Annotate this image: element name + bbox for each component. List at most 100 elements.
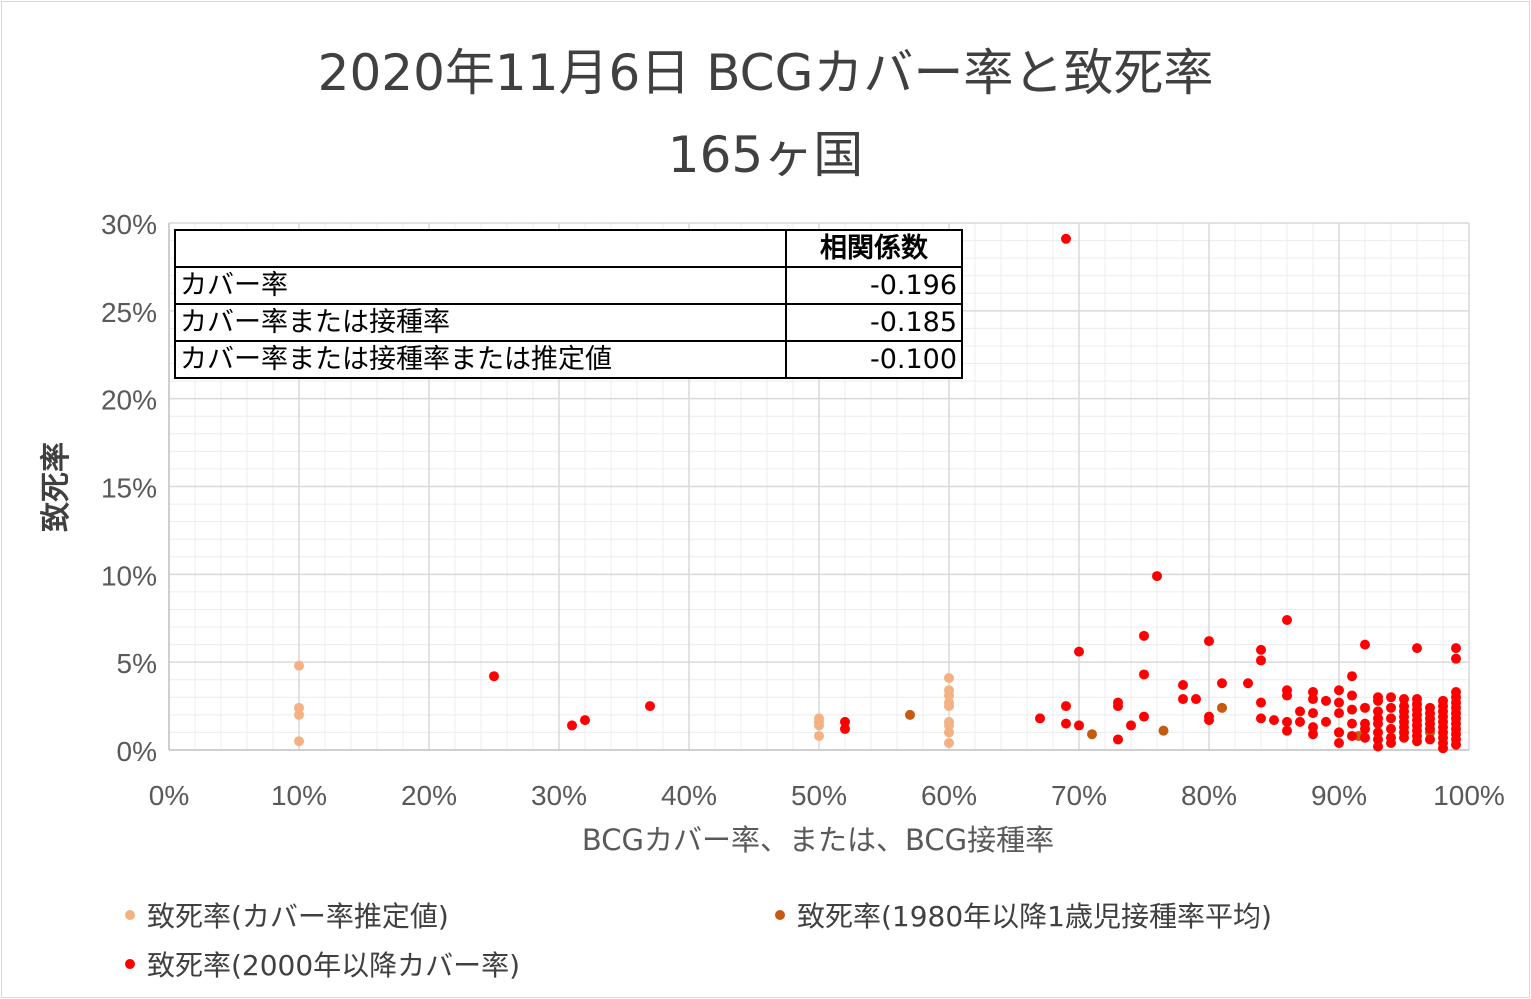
y-axis-title: 致死率 — [39, 442, 74, 532]
data-point-since2000 — [1269, 715, 1279, 726]
y-tick-label: 10% — [101, 560, 157, 591]
data-point-since2000 — [1204, 636, 1214, 647]
data-point-since2000 — [1347, 671, 1357, 682]
data-point-since2000 — [1373, 734, 1383, 745]
x-tick-label: 80% — [1181, 780, 1237, 811]
data-point-since2000 — [567, 720, 577, 731]
data-point-since2000 — [1373, 727, 1383, 738]
x-tick-label: 50% — [791, 780, 847, 811]
x-tick-label: 90% — [1311, 780, 1367, 811]
y-tick-label: 25% — [101, 297, 157, 328]
data-point-since1980 — [1158, 725, 1169, 736]
data-point-since2000 — [840, 716, 850, 727]
x-tick-label: 100% — [1433, 780, 1505, 811]
x-tick-label: 20% — [401, 780, 457, 811]
data-point-estimated — [294, 702, 304, 713]
data-point-since2000 — [1386, 737, 1396, 748]
data-point-since2000 — [1321, 716, 1331, 727]
data-point-since2000 — [1373, 695, 1383, 706]
data-point-since2000 — [1139, 711, 1149, 722]
data-point-since2000 — [1256, 713, 1266, 724]
data-point-since2000 — [1347, 690, 1357, 701]
data-point-since2000 — [1282, 725, 1292, 736]
data-point-since2000 — [1295, 716, 1305, 727]
table-row-value: -0.185 — [785, 303, 963, 342]
data-point-since2000 — [1347, 704, 1357, 715]
data-point-estimated — [814, 720, 824, 731]
y-tick-label: 30% — [101, 209, 157, 240]
legend-item-estimated: 致死率(カバー率推定値) — [125, 895, 449, 935]
data-point-estimated — [944, 690, 954, 701]
x-tick-label: 30% — [531, 780, 587, 811]
data-point-since2000 — [1113, 701, 1123, 712]
y-tick-label: 0% — [117, 736, 157, 767]
data-point-since2000 — [1373, 718, 1383, 729]
data-point-since2000 — [1035, 713, 1045, 724]
legend-marker — [125, 959, 135, 969]
correlation-table: 相関係数 カバー率 -0.196 カバー率または接種率 -0.185 カバー率ま… — [174, 229, 963, 379]
data-point-since2000 — [580, 715, 590, 726]
data-point-since2000 — [1308, 729, 1318, 740]
data-point-estimated — [944, 701, 954, 712]
data-points — [294, 233, 1461, 754]
data-point-since2000 — [1061, 701, 1071, 712]
chart-title: 2020年11月6日 BCGカバー率と致死率 — [317, 44, 1214, 102]
data-point-since2000 — [1360, 732, 1370, 743]
data-point-estimated — [294, 709, 304, 720]
table-header-row: 相関係数 — [174, 229, 963, 268]
data-point-since2000 — [1178, 694, 1188, 705]
data-point-estimated — [814, 730, 824, 741]
x-axis-title: BCGカバー率、または、BCG接種率 — [582, 823, 1054, 857]
data-point-since2000 — [1386, 692, 1396, 703]
table-row: カバー率または接種率 -0.185 — [174, 303, 963, 342]
data-point-since2000 — [1360, 702, 1370, 713]
y-tick-label: 5% — [117, 648, 157, 679]
x-tick-label: 70% — [1051, 780, 1107, 811]
legend-marker — [125, 910, 135, 920]
axes: 0% 10% 20% 30% 40% 50% 60% 70% 80% 90% 100% 0% 5% 10%… — [39, 209, 1505, 857]
data-point-since2000 — [1373, 706, 1383, 717]
data-point-since2000 — [1126, 720, 1136, 731]
data-point-since2000 — [645, 701, 655, 712]
data-point-since2000 — [1360, 723, 1370, 734]
data-point-since2000 — [1256, 644, 1266, 655]
data-point-since2000 — [1217, 678, 1227, 689]
data-point-since2000 — [1074, 720, 1084, 731]
data-point-since2000 — [1425, 723, 1435, 734]
x-tick-label: 10% — [271, 780, 327, 811]
table-header-label: 相関係数 — [785, 229, 963, 268]
data-point-since2000 — [1139, 669, 1149, 680]
data-point-since2000 — [1347, 730, 1357, 741]
data-point-since1980 — [1087, 729, 1097, 740]
legend-item-since2000: 致死率(2000年以降カバー率) — [125, 944, 520, 984]
data-point-since2000 — [1061, 233, 1071, 244]
table-row-label: カバー率 — [174, 266, 787, 305]
table-row-value: -0.196 — [785, 266, 963, 305]
data-point-estimated — [294, 736, 304, 747]
data-point-since2000 — [1282, 690, 1292, 701]
data-point-since2000 — [1386, 723, 1396, 734]
data-point-since2000 — [1061, 718, 1071, 729]
table-row-label: カバー率または接種率または推定値 — [174, 340, 787, 379]
data-point-since2000 — [1412, 736, 1422, 747]
x-tick-label: 0% — [149, 780, 189, 811]
table-row-value: -0.100 — [785, 340, 963, 379]
data-point-since2000 — [1308, 708, 1318, 719]
data-point-since2000 — [1399, 694, 1409, 705]
data-point-since2000 — [1438, 743, 1448, 754]
data-point-since2000 — [1139, 630, 1149, 641]
data-point-since2000 — [1334, 697, 1344, 708]
data-point-since2000 — [1412, 643, 1422, 654]
data-point-since2000 — [1074, 646, 1084, 657]
data-point-since2000 — [840, 723, 850, 734]
data-point-since2000 — [1360, 639, 1370, 650]
data-point-since2000 — [1178, 680, 1188, 691]
data-point-estimated — [944, 727, 954, 738]
data-point-since2000 — [1334, 708, 1344, 719]
data-point-since2000 — [1152, 571, 1162, 582]
data-point-since1980 — [905, 709, 915, 720]
data-point-since2000 — [1243, 678, 1253, 689]
data-point-since2000 — [1451, 653, 1461, 664]
